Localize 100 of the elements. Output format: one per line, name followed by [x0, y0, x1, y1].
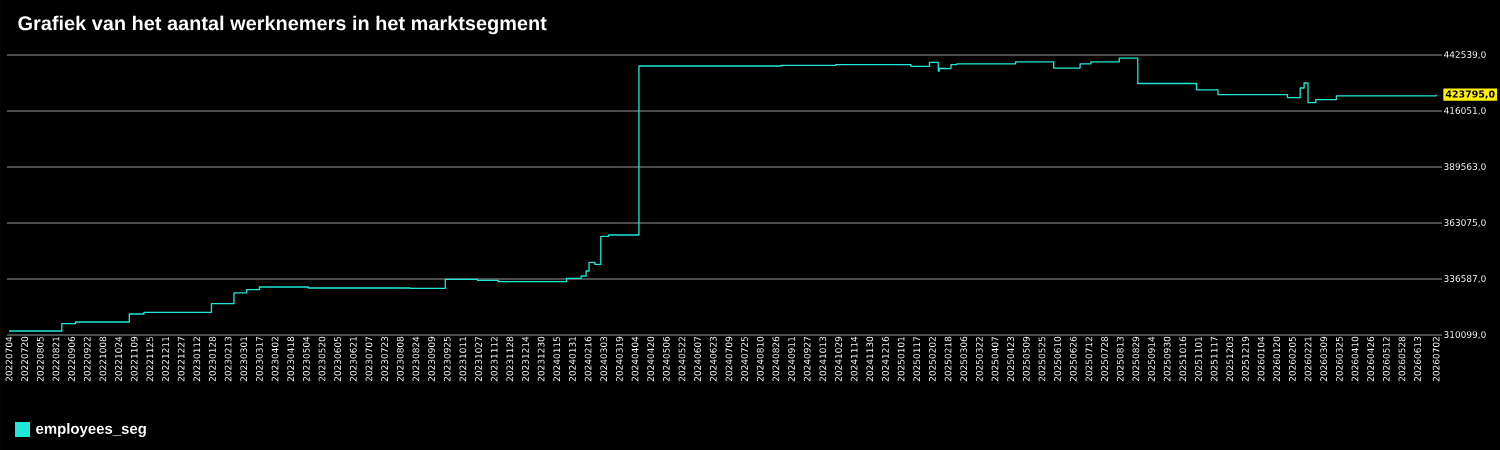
x-tick-label: 20230925 — [443, 336, 451, 382]
x-tick-label: 20260512 — [1382, 337, 1390, 382]
x-tick-label: 20230128 — [209, 336, 216, 382]
x-tick-label: 20230112 — [193, 337, 201, 382]
x-tick-label: 20220906 — [68, 336, 75, 382]
x-tick-label: 20221227 — [177, 336, 185, 382]
x-tick-label: 20251219 — [1242, 336, 1249, 382]
x-tick-label: 20240216 — [584, 336, 592, 382]
x-tick-label: 20240319 — [615, 336, 623, 382]
x-tick-label: 20230402 — [271, 337, 279, 382]
x-tick-label: 20240506 — [662, 336, 670, 382]
x-tick-label: 20240420 — [647, 336, 655, 382]
x-tick-label: 20250509 — [1022, 336, 1030, 382]
x-tick-label: 20231112 — [490, 337, 498, 382]
x-tick-label: 20250712 — [1085, 337, 1093, 382]
x-tick-label: 20250202 — [928, 337, 936, 382]
x-tick-label: 20240115 — [553, 336, 561, 382]
x-tick-label: 20240927 — [803, 336, 811, 382]
chart-title: Grafiek van het aantal werknemers in het marktsegment — [18, 15, 547, 35]
x-tick-label: 20241029 — [835, 336, 842, 382]
y-tick-label: 389563,0 — [1444, 163, 1486, 171]
y-tick-label: 442539,0 — [1443, 51, 1486, 59]
annotation: 423795,0 — [1445, 90, 1495, 99]
x-tick-label: 20221008 — [99, 336, 107, 382]
x-tick-label: 20250829 — [1132, 336, 1140, 382]
x-tick-label: 20240826 — [772, 336, 780, 382]
x-tick-label: 20250610 — [1054, 336, 1061, 382]
x-tick-label: 20230824 — [412, 336, 420, 382]
x-tick-label: 20241114 — [850, 336, 858, 382]
x-tick-label: 20250525 — [1038, 336, 1046, 382]
y-tick-label: 310099,0 — [1444, 331, 1486, 339]
x-tick-label: 20221211 — [162, 337, 169, 382]
x-tick-label: 20260205 — [1288, 336, 1296, 382]
x-tick-label: 20240404 — [631, 336, 639, 382]
x-tick-label: 20241216 — [882, 336, 889, 382]
x-tick-label: 20230707 — [365, 336, 373, 382]
x-tick-label: 20241013 — [819, 336, 827, 382]
x-tick-label: 20250407 — [991, 336, 999, 382]
x-tick-label: 20260221 — [1304, 337, 1312, 382]
x-tick-label: 20240607 — [694, 336, 702, 382]
x-tick-label: 20250423 — [1007, 336, 1015, 382]
x-tick-label: 20230808 — [396, 336, 404, 382]
x-tick-label: 20230504 — [302, 336, 310, 382]
x-tick-label: 20260410 — [1351, 336, 1359, 382]
y-tick-label: 336587,0 — [1444, 275, 1486, 283]
x-tick-label: 20230213 — [224, 336, 232, 382]
x-tick-label: 20231214 — [522, 336, 529, 382]
x-tick-label: 20250930 — [1163, 336, 1171, 382]
x-tick-label: 20251101 — [1195, 337, 1202, 382]
x-tick-label: 20260120 — [1273, 336, 1281, 382]
x-tick-label: 20230317 — [256, 336, 263, 382]
x-tick-label: 20230520 — [318, 336, 326, 382]
x-tick-label: 20250218 — [944, 336, 952, 382]
x-tick-label: 20220704 — [5, 336, 13, 382]
y-tick-label: 363075,0 — [1444, 219, 1486, 227]
x-tick-label: 20240709 — [725, 336, 733, 382]
x-tick-label: 20221109 — [130, 336, 138, 382]
x-tick-label: 20230301 — [240, 337, 248, 382]
x-tick-label: 20240303 — [600, 336, 608, 382]
x-tick-label: 20251016 — [1179, 336, 1187, 382]
x-tick-label: 20260426 — [1367, 336, 1374, 382]
x-tick-label: 20230909 — [428, 336, 435, 382]
x-tick-label: 20260104 — [1257, 336, 1265, 382]
x-tick-label: 20251203 — [1226, 336, 1234, 382]
y-tick-label: 416051,0 — [1443, 107, 1486, 115]
x-tick-label: 20220720 — [21, 336, 29, 382]
x-tick-label: 20241130 — [866, 336, 874, 382]
x-tick-label: 20221024 — [115, 336, 122, 382]
x-tick-label: 20250728 — [1101, 336, 1108, 382]
x-tick-label: 20220805 — [36, 336, 44, 382]
x-tick-label: 20240522 — [678, 337, 686, 382]
x-tick-label: 20251117 — [1210, 336, 1218, 382]
x-tick-label: 20260613 — [1414, 336, 1421, 382]
x-tick-label: 20250914 — [1148, 336, 1155, 382]
x-tick-label: 20230418 — [287, 336, 295, 382]
x-tick-label: 20231027 — [475, 336, 482, 382]
x-tick-label: 20230621 — [349, 337, 357, 382]
x-tick-label: 20231011 — [459, 337, 467, 382]
x-tick-label: 20250101 — [897, 337, 905, 382]
x-tick-label: 20221125 — [146, 336, 154, 382]
x-tick-label: 20250117 — [913, 336, 921, 382]
legend-label: employees_seg — [36, 422, 146, 437]
x-tick-label: 20260325 — [1335, 336, 1343, 382]
x-tick-label: 20260702 — [1432, 337, 1440, 382]
x-tick-label: 20220821 — [52, 337, 60, 382]
x-tick-label: 20240131 — [569, 337, 576, 382]
x-tick-label: 20240623 — [709, 336, 717, 382]
x-tick-label: 20240911 — [788, 337, 795, 382]
x-tick-label: 20250626 — [1069, 336, 1077, 382]
x-tick-label: 20260528 — [1398, 336, 1406, 382]
x-tick-label: 20230605 — [334, 336, 342, 382]
x-tick-label: 20220922 — [83, 337, 91, 382]
x-tick-label: 20240810 — [756, 336, 764, 382]
x-tick-label: 20250322 — [975, 337, 983, 382]
x-tick-label: 20250813 — [1116, 336, 1124, 382]
x-tick-label: 20231128 — [506, 336, 514, 382]
x-tick-label: 20231230 — [537, 336, 545, 382]
x-tick-label: 20240725 — [741, 336, 748, 382]
x-tick-label: 20260309 — [1320, 336, 1328, 382]
x-tick-label: 20230723 — [381, 336, 388, 382]
